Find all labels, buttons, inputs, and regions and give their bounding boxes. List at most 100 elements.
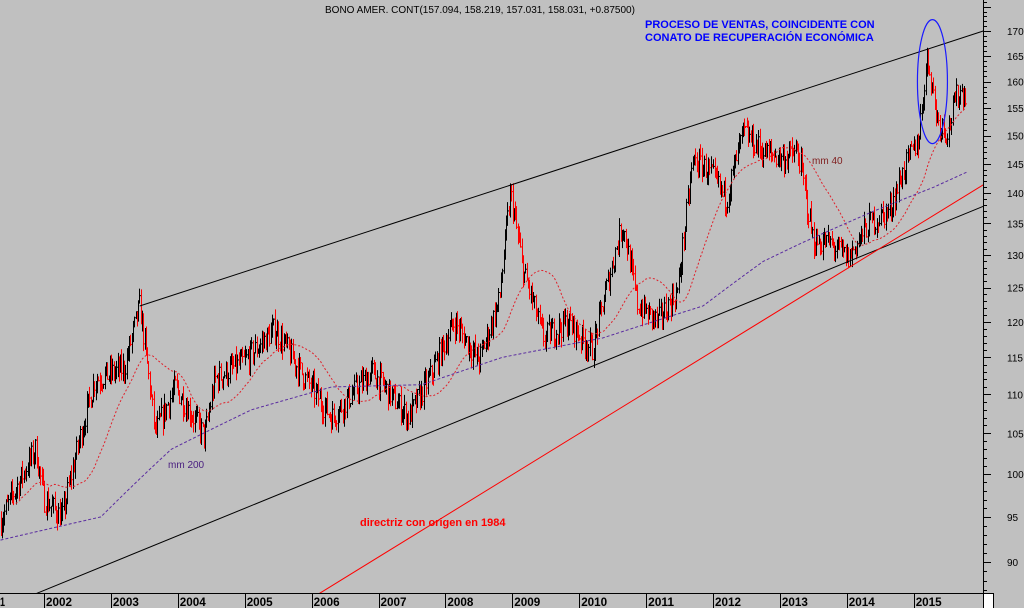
- ohlc-bar: [498, 287, 500, 313]
- ohlc-bar: [475, 334, 477, 358]
- ohlc-bar: [709, 158, 711, 176]
- ohlc-bar: [588, 344, 590, 362]
- ohlc-bar: [776, 155, 778, 168]
- headline-line-1: PROCESO DE VENTAS, COINCIDENTE CON: [645, 19, 875, 31]
- y-tick-label: 110: [1007, 390, 1023, 401]
- ohlc-bar: [516, 206, 518, 230]
- x-tick-label: 2013: [782, 595, 808, 608]
- ohlc-bar: [493, 310, 495, 340]
- x-axis-panel: [0, 593, 983, 608]
- ohlc-bar: [655, 309, 657, 328]
- x-tick-label: 2009: [514, 595, 540, 608]
- ohlc-bar: [740, 134, 742, 150]
- ohlc-bar: [242, 346, 244, 363]
- mm200-line: [0, 171, 968, 541]
- ohlc-bar: [848, 247, 850, 269]
- ohlc-bar: [197, 405, 199, 417]
- ohlc-bar: [125, 364, 127, 384]
- ohlc-bar: [215, 365, 217, 383]
- ohlc-bar: [727, 201, 729, 214]
- ohlc-bar: [785, 156, 787, 174]
- ohlc-bar: [628, 238, 630, 255]
- ohlc-bar: [269, 324, 271, 347]
- ohlc-bar: [767, 142, 769, 158]
- y-tick-label: 115: [1007, 353, 1023, 364]
- ohlc-bar: [650, 306, 652, 315]
- ohlc-bar: [219, 360, 221, 391]
- ohlc-bar: [673, 283, 675, 306]
- ohlc-bar: [341, 398, 343, 414]
- ohlc-bar: [713, 159, 715, 169]
- ohlc-bar: [754, 144, 756, 157]
- ohlc-bar: [610, 267, 612, 296]
- ohlc-bar: [763, 147, 765, 168]
- ohlc-bar: [924, 84, 926, 111]
- y-tick-label: 130: [1007, 251, 1024, 262]
- ohlc-bar: [844, 246, 846, 253]
- x-tick-label: 2003: [113, 595, 139, 608]
- ohlc-bar: [282, 323, 284, 360]
- ohlc-bar: [893, 187, 895, 218]
- ohlc-bar: [830, 236, 832, 248]
- ohlc-bar: [570, 306, 572, 322]
- ohlc-bar: [457, 311, 459, 335]
- ohlc-bar: [210, 401, 212, 413]
- ohlc-bar: [691, 162, 693, 184]
- ohlc-bar: [435, 351, 437, 362]
- ohlc-bar: [439, 337, 441, 377]
- ohlc-bar: [453, 318, 455, 333]
- ohlc-bar: [404, 394, 406, 420]
- ohlc-bar: [624, 230, 626, 243]
- lower-channel-line: [25, 205, 984, 599]
- ohlc-bar: [448, 328, 450, 356]
- ohlc-bar: [817, 228, 819, 246]
- ohlc-bar: [107, 362, 109, 380]
- ohlc-bar: [480, 343, 482, 373]
- ohlc-bar: [700, 144, 702, 161]
- ohlc-bar: [206, 408, 208, 428]
- ohlc-bar: [875, 226, 877, 235]
- ohlc-bar: [615, 247, 617, 273]
- ohlc-bar: [960, 85, 962, 105]
- ohlc-bar: [49, 498, 51, 512]
- ohlc-bar: [633, 258, 635, 281]
- ohlc-bar: [332, 400, 334, 430]
- ohlc-bar: [583, 319, 585, 345]
- ohlc-bar: [965, 88, 967, 107]
- ohlc-bar: [812, 226, 814, 238]
- ohlc-bar: [345, 398, 347, 420]
- y-tick-label: 120: [1007, 318, 1024, 329]
- ohlc-bar: [318, 378, 320, 407]
- ohlc-bar: [327, 391, 329, 416]
- ohlc-bar: [399, 393, 401, 409]
- ohlc-bar: [413, 399, 415, 407]
- mm40-line: [15, 108, 966, 505]
- ohlc-bar: [879, 215, 881, 227]
- ohlc-bar: [260, 338, 262, 354]
- ohlc-bar: [938, 112, 940, 126]
- ohlc-bar: [529, 279, 531, 300]
- ohlc-bar: [659, 298, 661, 316]
- ohlc-bar: [175, 375, 177, 381]
- ohlc-bar: [866, 222, 868, 238]
- ohlc-bar: [255, 334, 257, 354]
- ohlc-bar: [794, 144, 796, 163]
- ohlc-bar: [381, 363, 383, 379]
- ohlc-bar: [17, 476, 19, 499]
- y-tick-label: 160: [1007, 78, 1024, 89]
- ohlc-bar: [731, 168, 733, 202]
- ohlc-bar: [179, 389, 181, 405]
- ohlc-bar: [71, 465, 73, 490]
- ohlc-bar: [314, 368, 316, 408]
- ohlc-bar: [686, 198, 688, 233]
- x-tick-label: 2007: [381, 595, 407, 608]
- ohlc-bar: [826, 234, 828, 248]
- ohlc-bar: [677, 287, 679, 294]
- ohlc-bar: [224, 371, 226, 379]
- ohlc-bar: [884, 212, 886, 229]
- price-bars: [1, 47, 967, 539]
- y-tick-label: 140: [1007, 189, 1024, 200]
- ohlc-bar: [864, 211, 866, 245]
- ohlc-bar: [359, 375, 361, 405]
